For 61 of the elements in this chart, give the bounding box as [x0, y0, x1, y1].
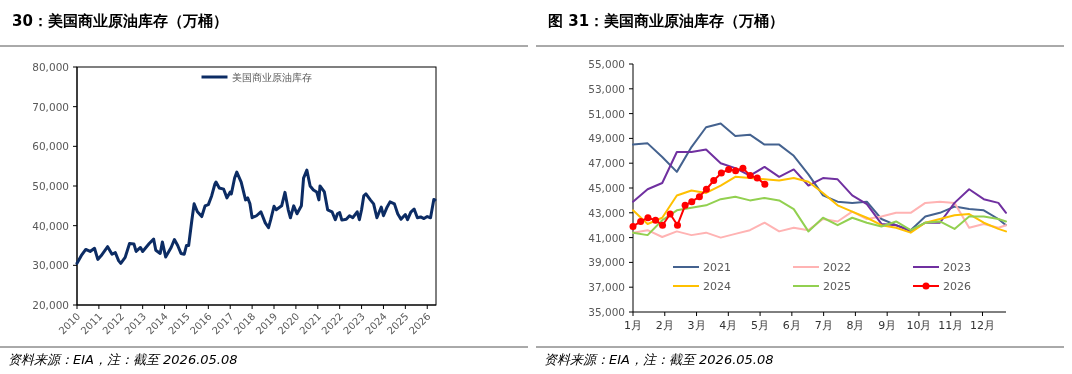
- point: [725, 165, 733, 173]
- x-tick-label: 1月: [624, 319, 642, 332]
- y-tick-label: 43,000: [588, 206, 625, 219]
- point: [652, 216, 660, 224]
- x-tick-label: 4月: [719, 319, 738, 332]
- y-tick-label: 49,000: [588, 132, 625, 145]
- y-tick-label: 45,000: [588, 182, 625, 194]
- x-tick-label: 10月: [906, 319, 932, 332]
- y-tick-label: 80,000: [32, 61, 69, 73]
- y-tick-label: 50,000: [32, 180, 69, 192]
- point: [666, 210, 674, 218]
- legend-label: 2022: [823, 261, 851, 274]
- legend: 美国商业原油库存: [201, 72, 312, 83]
- point: [702, 185, 710, 193]
- chart-title: 图 31：美国商业原油库存（万桶）: [548, 12, 785, 30]
- y-tick-label: 55,000: [588, 58, 625, 70]
- x-tick-label: 11月: [938, 319, 964, 332]
- point: [732, 167, 740, 175]
- y-tick-label: 37,000: [588, 281, 625, 294]
- legend-label: 2023: [943, 261, 971, 274]
- point: [739, 164, 747, 172]
- y-tick-label: 20,000: [32, 299, 69, 311]
- point: [659, 221, 667, 229]
- y-tick-label: 70,000: [32, 100, 69, 113]
- point: [673, 221, 681, 229]
- y-tick-label: 35,000: [588, 306, 625, 318]
- y-tick-label: 53,000: [588, 82, 625, 95]
- point: [753, 174, 761, 182]
- x-tick-label: 5月: [751, 319, 770, 332]
- legend-label: 2021: [703, 261, 731, 274]
- point: [637, 217, 645, 225]
- point: [710, 177, 718, 185]
- text: 资料来源：EIA，注：截至 2026.05.08: [544, 352, 774, 367]
- legend-label: 2026: [943, 280, 971, 293]
- legend-label: 2024: [703, 280, 731, 293]
- x-tick-label: 8月: [846, 319, 865, 332]
- x-tick-label: 12月: [969, 319, 995, 332]
- text: 资料来源：EIA，注：截至 2026.05.08: [8, 352, 238, 367]
- x-tick-label: 6月: [782, 319, 801, 332]
- point: [681, 201, 689, 209]
- x-tick-label: 9月: [878, 319, 897, 332]
- point: [695, 193, 703, 201]
- point: [629, 222, 637, 230]
- y-tick-label: 30,000: [32, 259, 69, 272]
- legend-label: 2025: [823, 280, 851, 293]
- chart-title: 30：美国商业原油库存（万桶）: [12, 12, 228, 30]
- x-tick-label: 3月: [687, 319, 706, 332]
- point: [644, 214, 652, 222]
- point: [717, 169, 725, 177]
- x-tick-label: 2月: [655, 319, 674, 332]
- y-tick-label: 40,000: [32, 219, 69, 232]
- legend-label: 美国商业原油库存: [231, 72, 312, 83]
- x-tick-label: 7月: [814, 319, 833, 332]
- y-tick-label: 47,000: [588, 157, 625, 170]
- point: [761, 180, 769, 188]
- point: [746, 172, 754, 180]
- y-tick-label: 41,000: [588, 231, 625, 244]
- point: [688, 198, 696, 206]
- y-tick-label: 39,000: [588, 256, 625, 269]
- y-tick-label: 51,000: [588, 107, 625, 120]
- y-tick-label: 60,000: [32, 140, 69, 153]
